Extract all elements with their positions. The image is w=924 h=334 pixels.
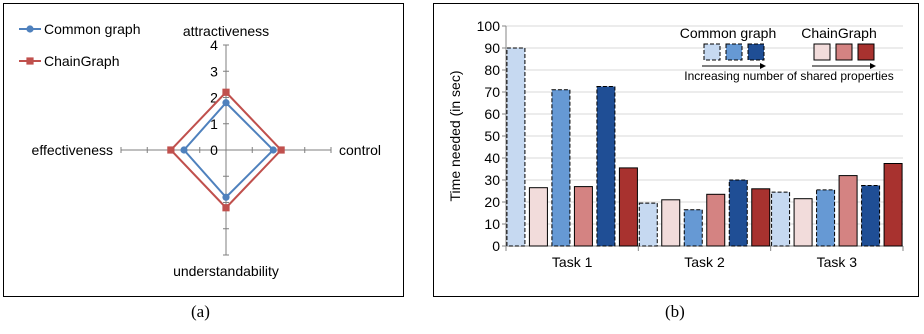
y-axis-label: Time needed (in sec)	[447, 71, 463, 202]
bar-chart: 0 10 20 30 40 50 60 70 80 90 100 Task 1 Task 2 Task 3…	[447, 18, 904, 270]
bar-chain-3	[883, 163, 903, 247]
y-tick-label: 20	[484, 194, 500, 210]
bar-chain-2	[573, 186, 593, 247]
bar-chain-1	[528, 187, 548, 247]
y-tick-label: 90	[484, 40, 500, 56]
x-tick-label: Task 3	[817, 254, 858, 270]
y-tick-label: 50	[484, 128, 500, 144]
y-tick-label: 70	[484, 84, 500, 100]
bar-common-3	[728, 179, 748, 247]
radial-tick-label: 2	[210, 90, 218, 106]
axis-label-attractiveness: attractiveness	[183, 23, 269, 39]
y-tick-label: 80	[484, 62, 500, 78]
bar-common-1	[506, 47, 526, 247]
bar-common-3	[861, 185, 881, 247]
y-tick-label: 100	[477, 18, 501, 34]
legend-common-label: Common graph	[680, 25, 777, 41]
legend-arrow-label: Increasing number of shared properties	[684, 69, 893, 83]
legend-swatch-common	[725, 43, 743, 61]
radial-tick-label: 1	[210, 116, 218, 132]
data-point	[222, 99, 230, 107]
radar-chart-panel: 0 1 2 3 4 attractiveness control understandabil…	[3, 3, 404, 297]
x-tick-label: Task 2	[684, 254, 725, 270]
bar-chain-2	[838, 175, 858, 247]
legend-swatch-chain	[835, 43, 853, 61]
axis-label-control: control	[339, 142, 381, 158]
axis-label-effectiveness: effectiveness	[32, 142, 113, 158]
bar-common-2	[816, 189, 836, 247]
legend-label: ChainGraph	[44, 53, 120, 69]
legend-swatch-common	[703, 43, 721, 61]
bar-chart-panel: 0 10 20 30 40 50 60 70 80 90 100 Task 1 Task 2 Task 3…	[433, 3, 919, 297]
data-point	[167, 146, 175, 154]
legend-swatch-chain	[813, 43, 831, 61]
axis-label-understandability: understandability	[173, 263, 279, 279]
y-tick-label: 30	[484, 172, 500, 188]
legend-swatch-common	[747, 43, 765, 61]
y-tick-label: 10	[484, 216, 500, 232]
data-point	[222, 204, 230, 212]
bar-common-1	[771, 191, 791, 247]
legend-chain-label: ChainGraph	[801, 25, 877, 41]
y-tick-label: 40	[484, 150, 500, 166]
caption-b: (b)	[665, 302, 685, 321]
legend-label: Common graph	[44, 21, 141, 37]
legend-arrowhead	[760, 63, 766, 69]
bar-chain-1	[793, 198, 813, 247]
bar-chain-2	[706, 193, 726, 247]
legend-marker	[26, 57, 34, 65]
x-tick-label: Task 1	[552, 254, 593, 270]
legend-marker	[26, 25, 34, 33]
data-point	[222, 193, 230, 201]
bar-chain-3	[751, 188, 771, 247]
caption-a: (a)	[191, 302, 210, 321]
radial-tick-label: 0	[210, 142, 218, 158]
bar-chain-1	[661, 199, 681, 247]
bar-common-2	[683, 209, 703, 247]
data-point	[180, 146, 188, 154]
radial-tick-label: 4	[210, 37, 218, 53]
radial-tick-label: 3	[210, 63, 218, 79]
y-tick-label: 0	[492, 238, 500, 254]
bar-common-1	[638, 202, 658, 247]
legend-swatch-chain	[857, 43, 875, 61]
data-point	[277, 146, 285, 154]
bar-chain-3	[618, 167, 638, 247]
legend-arrowhead	[870, 63, 876, 69]
bar-common-2	[551, 89, 571, 247]
data-point	[222, 88, 230, 96]
data-point	[269, 146, 277, 154]
y-tick-label: 60	[484, 106, 500, 122]
bar-common-3	[596, 86, 616, 247]
